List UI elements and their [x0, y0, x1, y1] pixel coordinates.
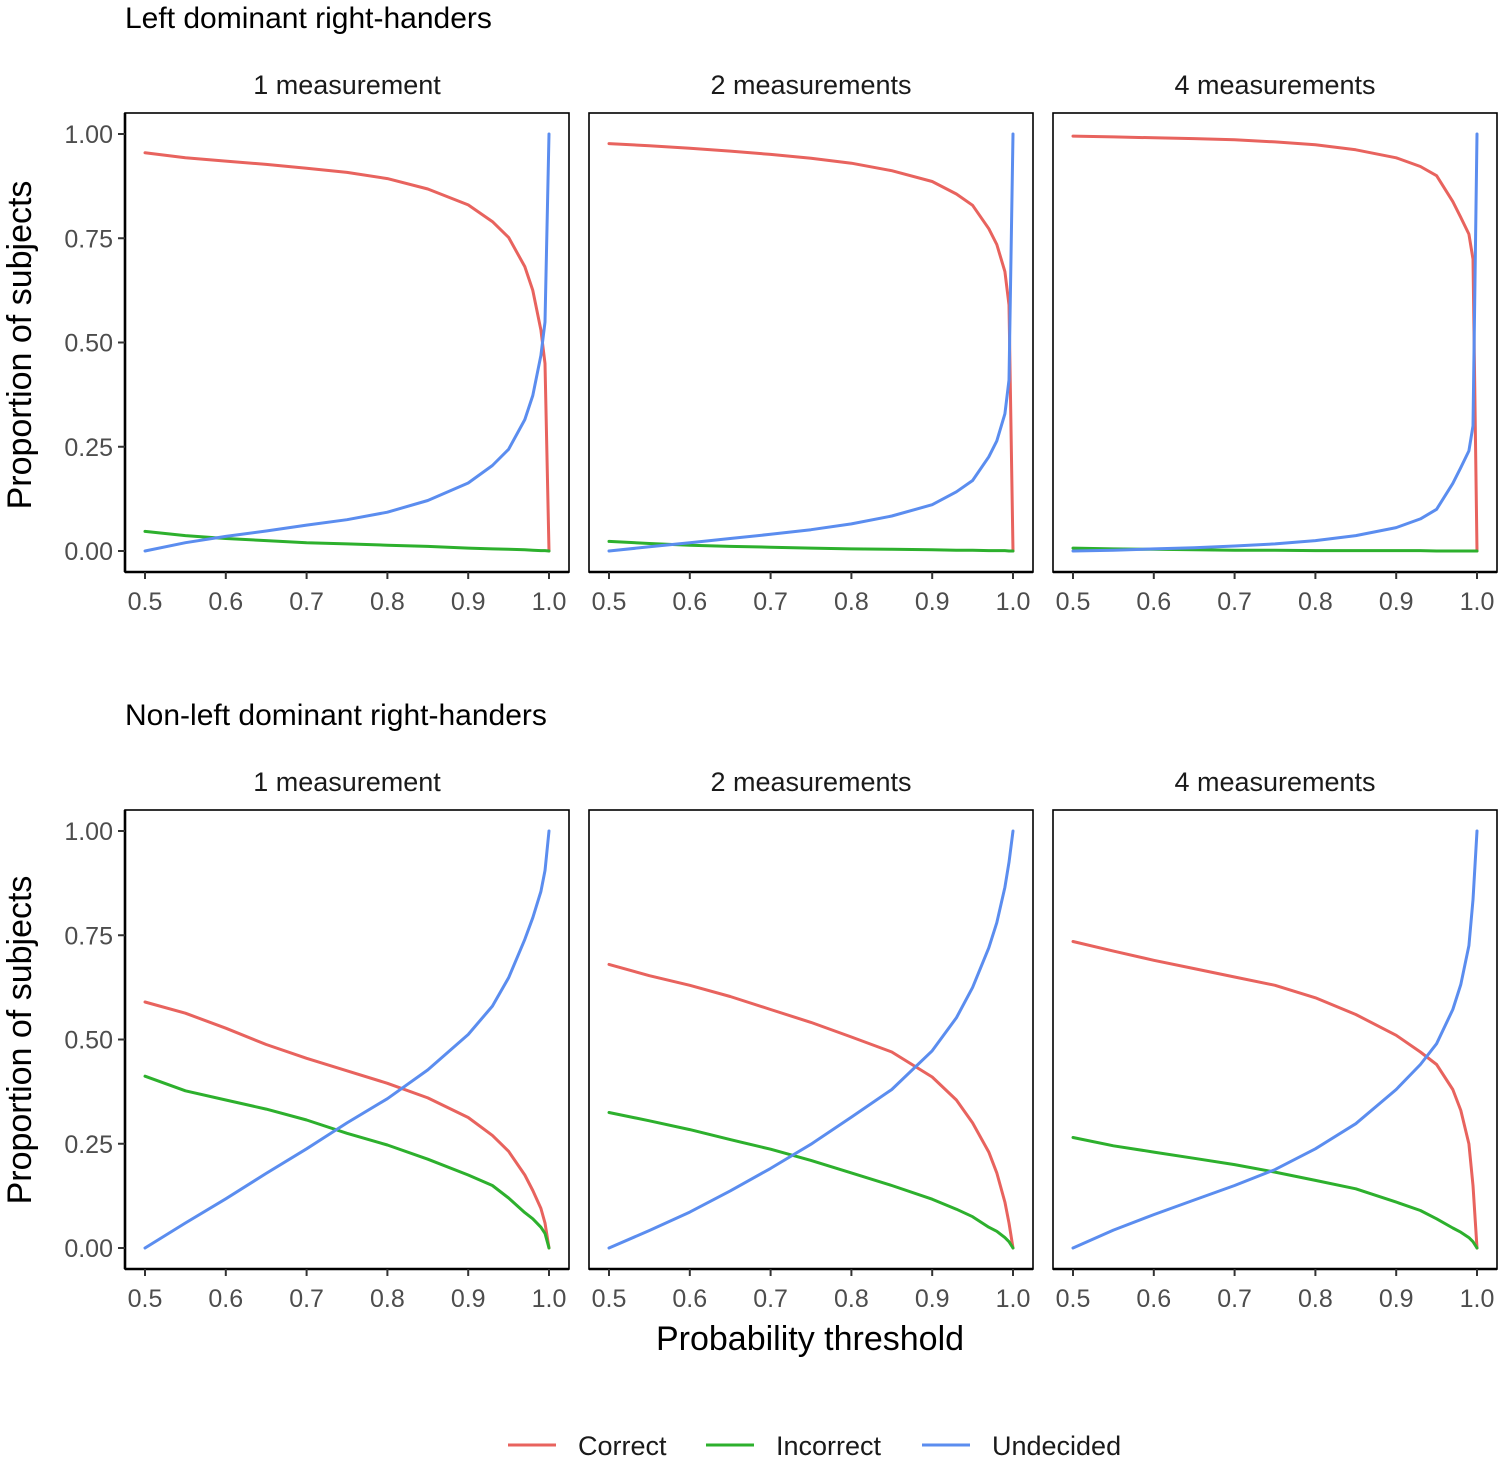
y-axis-title-bottom: Proportion of subjects: [1, 876, 39, 1205]
y-tick-label: 0.50: [64, 330, 113, 358]
x-tick-label: 0.5: [592, 1285, 627, 1313]
group-title: Left dominant right-handers: [125, 2, 492, 35]
x-tick-label: 0.9: [915, 588, 950, 616]
x-axis-title: Probability threshold: [656, 1320, 964, 1358]
facet-label: 2 measurements: [710, 70, 911, 100]
group-title: Non-left dominant right-handers: [125, 699, 547, 732]
x-tick-label: 0.6: [1136, 1285, 1171, 1313]
x-tick-label: 1.0: [996, 1285, 1031, 1313]
series-line-incorrect-g2-f2: [607, 1111, 1015, 1250]
series-line-incorrect-g1-f2: [607, 539, 1015, 553]
plot-area: Left dominant right-handers 1 measurement…: [64, 2, 1498, 1313]
x-tick-label: 0.5: [128, 1285, 163, 1313]
panel-frame: [588, 809, 1034, 1270]
x-tick-label: 0.8: [370, 588, 405, 616]
x-tick-label: 0.5: [592, 588, 627, 616]
x-tick-label: 1.0: [1460, 588, 1495, 616]
series-line-incorrect-g2-f3: [1071, 1136, 1479, 1250]
series-line-incorrect-g2-f1: [143, 1074, 551, 1250]
series-line-undecided-g1-f3: [1071, 132, 1479, 553]
x-tick-label: 0.7: [289, 588, 324, 616]
y-tick-label: 0.25: [64, 434, 113, 462]
x-tick-label: 0.8: [834, 1285, 869, 1313]
panel-frame: [1052, 112, 1498, 573]
facet-label: 4 measurements: [1174, 767, 1375, 797]
legend: Correct Incorrect Undecided: [508, 1431, 1121, 1461]
x-tick-label: 0.7: [1217, 1285, 1252, 1313]
y-tick-label: 0.00: [64, 538, 113, 566]
panel-frame: [124, 809, 570, 1270]
y-tick-label: 0.50: [64, 1027, 113, 1055]
series-line-undecided-g2-f2: [607, 829, 1015, 1250]
series-line-correct-g1-f2: [607, 142, 1015, 553]
x-tick-label: 0.7: [1217, 588, 1252, 616]
legend-label-correct: Correct: [578, 1431, 667, 1461]
x-tick-label: 0.6: [208, 588, 243, 616]
series-line-correct-g2-f1: [143, 1000, 551, 1250]
x-tick-label: 0.8: [834, 588, 869, 616]
facet-label: 1 measurement: [253, 70, 441, 100]
panel-frame: [124, 112, 570, 573]
x-tick-label: 0.8: [1298, 588, 1333, 616]
x-tick-label: 0.5: [1056, 588, 1091, 616]
panel-frame: [1052, 809, 1498, 1270]
x-tick-label: 0.7: [753, 588, 788, 616]
legend-label-undecided: Undecided: [992, 1431, 1121, 1461]
series-line-undecided-g1-f2: [607, 132, 1015, 553]
x-tick-label: 0.8: [1298, 1285, 1333, 1313]
facet-label: 4 measurements: [1174, 70, 1375, 100]
y-tick-label: 0.75: [64, 922, 113, 950]
panel-frame: [588, 112, 1034, 573]
series-line-undecided-g2-f3: [1071, 829, 1479, 1250]
x-tick-label: 0.9: [1379, 588, 1414, 616]
x-tick-label: 0.5: [1056, 1285, 1091, 1313]
x-tick-label: 1.0: [532, 1285, 567, 1313]
x-tick-label: 1.0: [1460, 1285, 1495, 1313]
y-tick-label: 0.75: [64, 225, 113, 253]
series-line-correct-g2-f3: [1071, 940, 1479, 1250]
series-line-correct-g2-f2: [607, 962, 1015, 1250]
y-tick-label: 1.00: [64, 121, 113, 149]
x-tick-label: 0.9: [915, 1285, 950, 1313]
x-tick-label: 0.6: [208, 1285, 243, 1313]
legend-label-incorrect: Incorrect: [776, 1431, 882, 1461]
series-line-incorrect-g1-f1: [143, 529, 551, 553]
series-line-undecided-g1-f1: [143, 132, 551, 553]
y-axis-title-top: Proportion of subjects: [1, 181, 39, 510]
x-tick-label: 0.9: [1379, 1285, 1414, 1313]
x-tick-label: 0.8: [370, 1285, 405, 1313]
x-tick-label: 0.9: [451, 1285, 486, 1313]
series-line-undecided-g2-f1: [143, 829, 551, 1250]
facet-label: 1 measurement: [253, 767, 441, 797]
x-tick-label: 0.6: [1136, 588, 1171, 616]
y-tick-label: 0.25: [64, 1131, 113, 1159]
x-tick-label: 1.0: [532, 588, 567, 616]
series-line-correct-g1-f3: [1071, 134, 1479, 553]
x-tick-label: 0.7: [289, 1285, 324, 1313]
x-tick-label: 0.6: [672, 588, 707, 616]
series-line-correct-g1-f1: [143, 151, 551, 553]
x-tick-label: 0.9: [451, 588, 486, 616]
y-tick-label: 0.00: [64, 1235, 113, 1263]
x-tick-label: 0.6: [672, 1285, 707, 1313]
y-tick-label: 1.00: [64, 818, 113, 846]
x-tick-label: 1.0: [996, 588, 1031, 616]
x-tick-label: 0.5: [128, 588, 163, 616]
facet-label: 2 measurements: [710, 767, 911, 797]
x-tick-label: 0.7: [753, 1285, 788, 1313]
